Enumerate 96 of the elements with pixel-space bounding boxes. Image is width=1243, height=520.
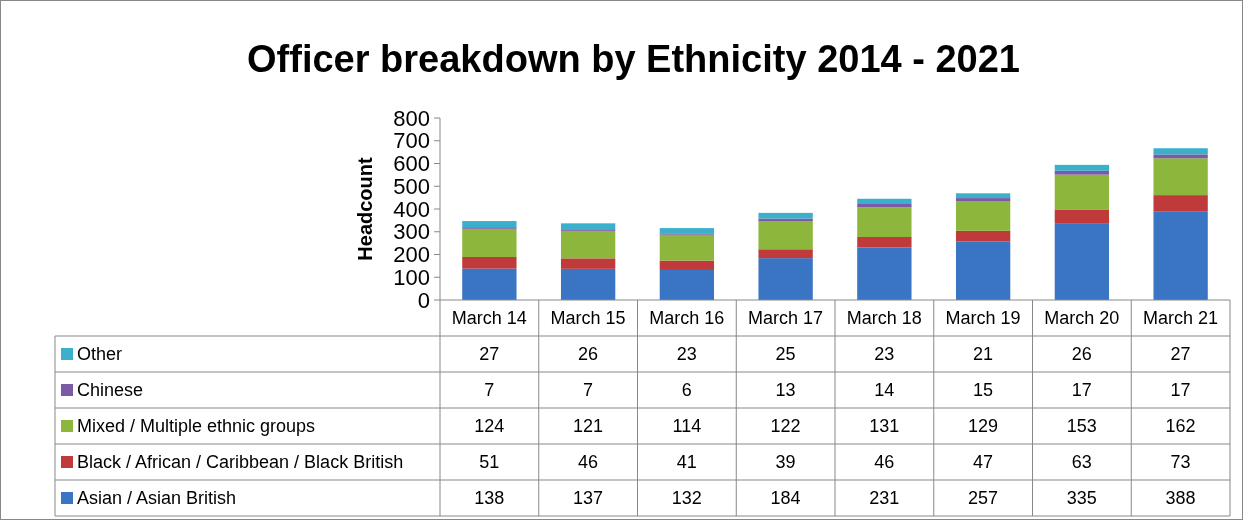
y-tick-label: 700 xyxy=(393,128,430,154)
data-label: 23 xyxy=(874,344,895,365)
bar xyxy=(955,230,1011,242)
data-label: 15 xyxy=(973,380,994,401)
legend-label: Other xyxy=(77,344,123,365)
bar xyxy=(1153,148,1208,155)
legend-label: Asian / Asian British xyxy=(77,488,237,509)
bar xyxy=(758,249,813,259)
data-label: 6 xyxy=(681,380,692,401)
y-tick-label: 800 xyxy=(393,105,430,131)
data-label: 7 xyxy=(484,380,495,401)
bar xyxy=(758,212,813,219)
data-label: 51 xyxy=(479,452,500,473)
bar xyxy=(1153,195,1208,212)
data-label: 138 xyxy=(474,488,505,509)
bar xyxy=(857,204,912,208)
data-label: 388 xyxy=(1165,488,1196,509)
data-label: 46 xyxy=(578,452,599,473)
data-label: 153 xyxy=(1066,416,1097,437)
data-label: 231 xyxy=(869,488,900,509)
bar xyxy=(560,258,616,269)
data-label: 23 xyxy=(676,344,697,365)
bar xyxy=(758,258,813,300)
data-label: 121 xyxy=(573,416,604,437)
bar xyxy=(1054,174,1110,210)
data-label: 47 xyxy=(973,452,994,473)
data-label: 131 xyxy=(869,416,900,437)
bar xyxy=(659,269,715,300)
bar xyxy=(1153,158,1208,196)
bar xyxy=(659,228,715,234)
bar xyxy=(462,268,517,300)
data-label: 17 xyxy=(1071,380,1092,401)
bar xyxy=(758,218,813,222)
bar xyxy=(1153,154,1208,159)
bar xyxy=(1054,223,1110,300)
bar xyxy=(560,230,616,259)
data-label: 162 xyxy=(1165,416,1196,437)
data-label: 25 xyxy=(775,344,796,365)
data-label: 335 xyxy=(1066,488,1097,509)
data-label: 27 xyxy=(479,344,500,365)
data-label: 21 xyxy=(973,344,994,365)
bar xyxy=(758,221,813,250)
data-label: 7 xyxy=(583,380,594,401)
bar xyxy=(955,193,1011,199)
x-tick-label: March 15 xyxy=(550,308,626,329)
bar xyxy=(857,236,912,248)
data-label: 46 xyxy=(874,452,895,473)
x-tick-label: March 18 xyxy=(846,308,922,329)
x-tick-label: March 16 xyxy=(649,308,725,329)
chart-title: Officer breakdown by Ethnicity 2014 - 2021 xyxy=(247,38,1020,80)
legend-label: Mixed / Multiple ethnic groups xyxy=(77,416,316,437)
bar xyxy=(857,198,912,204)
bar xyxy=(955,241,1011,300)
bar xyxy=(1054,209,1110,224)
data-label: 124 xyxy=(474,416,505,437)
data-label: 132 xyxy=(671,488,702,509)
bar xyxy=(857,207,912,237)
bar xyxy=(1153,211,1208,300)
bar xyxy=(560,223,616,230)
data-label: 184 xyxy=(770,488,801,509)
legend-label: Black / African / Caribbean / Black British xyxy=(77,452,404,473)
bar xyxy=(560,268,616,300)
bar xyxy=(1054,164,1110,171)
legend-label: Chinese xyxy=(77,380,144,401)
y-tick-label: 0 xyxy=(417,287,430,313)
data-label: 26 xyxy=(1071,344,1092,365)
data-label: 27 xyxy=(1170,344,1191,365)
data-label: 26 xyxy=(578,344,599,365)
x-tick-label: March 20 xyxy=(1044,308,1120,329)
x-tick-label: March 21 xyxy=(1143,308,1219,329)
data-label: 129 xyxy=(968,416,999,437)
data-label: 17 xyxy=(1170,380,1191,401)
y-tick-label: 400 xyxy=(393,196,430,222)
data-label: 13 xyxy=(775,380,796,401)
data-label: 257 xyxy=(968,488,999,509)
data-label: 14 xyxy=(874,380,895,401)
x-tick-label: March 17 xyxy=(748,308,824,329)
x-tick-label: March 19 xyxy=(945,308,1021,329)
bar xyxy=(1054,170,1110,175)
data-label: 137 xyxy=(573,488,604,509)
bar xyxy=(857,247,912,300)
bar xyxy=(659,260,715,270)
bar xyxy=(955,201,1011,231)
bar xyxy=(462,257,517,269)
bar xyxy=(659,234,715,261)
x-tick-label: March 14 xyxy=(451,308,527,329)
data-label: 63 xyxy=(1071,452,1092,473)
data-label: 122 xyxy=(770,416,801,437)
data-label: 41 xyxy=(676,452,697,473)
bar xyxy=(462,228,517,257)
bar xyxy=(462,221,517,228)
data-label: 39 xyxy=(775,452,796,473)
data-label: 114 xyxy=(672,416,702,437)
y-tick-label: 300 xyxy=(393,219,430,245)
y-axis-title: Headcount xyxy=(354,156,376,261)
data-label: 73 xyxy=(1170,452,1191,473)
